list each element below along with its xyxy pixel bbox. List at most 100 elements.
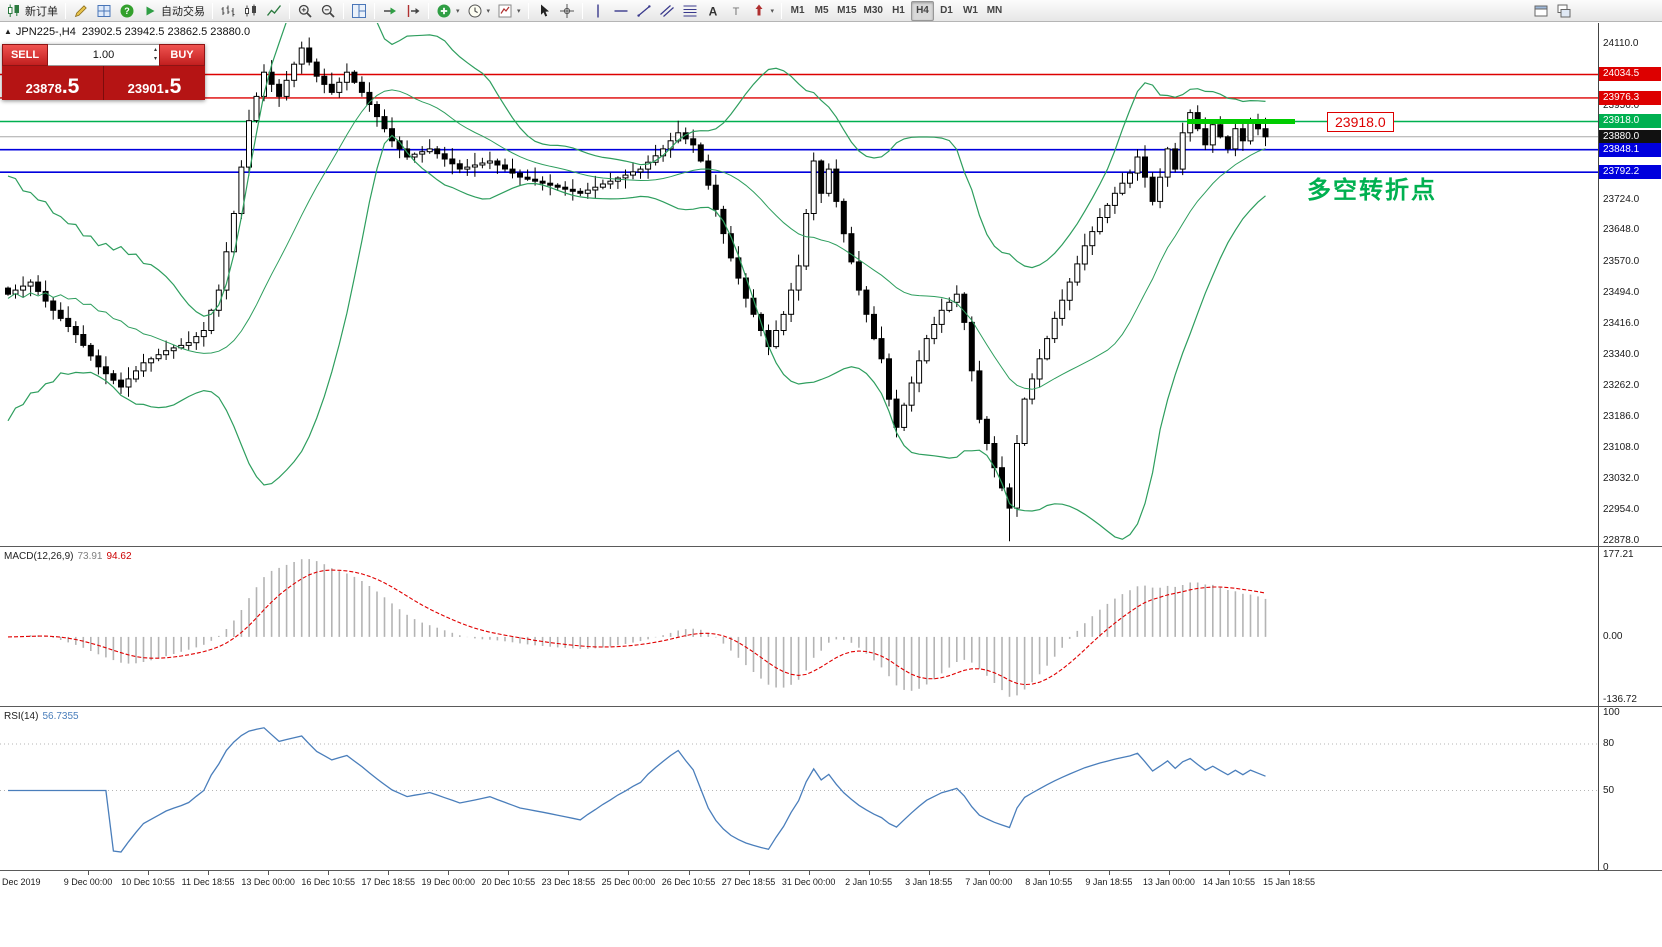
timeframe-m1-button[interactable]: M1 [790,5,805,16]
bar-chart-icon [221,5,235,16]
time-axis-tick [568,871,570,875]
new-order-button[interactable]: 新订单 [3,1,61,21]
timeframe-h4-button[interactable]: H4 [910,0,934,21]
time-axis-label: 16 Dec 10:55 [301,877,355,887]
time-axis-label: 11 Dec 18:55 [181,877,235,887]
time-axis-label: 15 Jan 18:55 [1262,877,1316,887]
svg-text:A: A [708,4,717,18]
trendline-button[interactable] [633,1,655,21]
time-axis-label: 17 Dec 18:55 [361,877,416,887]
fibonacci-button[interactable] [679,1,701,21]
time-axis-tick [808,871,810,875]
price-axis-tick: 23416.0 [1603,318,1640,330]
time-axis-label: 9 Jan 18:55 [1085,877,1133,887]
text-button[interactable]: A [702,1,724,21]
timeframe-m5-button[interactable]: M5 [814,5,829,16]
time-axis-label: 13 Dec 00:00 [241,877,295,887]
volume-field[interactable]: 1.00 ▴ ▾ [48,44,159,66]
timeframe-d1-button[interactable]: D1 [940,5,953,16]
spinner-down-icon[interactable]: ▾ [153,56,157,62]
tile-windows-button[interactable] [348,1,370,21]
zoom-in-button[interactable] [294,1,316,21]
fibonacci-icon [683,5,697,16]
price-axis-tick: 23724.0 [1603,193,1640,205]
line-chart-button[interactable] [263,1,285,21]
price-axis-tick: 24110.0 [1603,37,1639,49]
price-axis-tick: 23494.0 [1603,286,1640,298]
horizontal-line-button[interactable] [610,1,632,21]
time-axis-label: 23 Dec 18:55 [541,877,596,887]
market-watch-button[interactable] [93,1,115,21]
price-axis-border [1598,23,1599,871]
time-axis[interactable]: Dec 2019 9 Dec 00:00 10 Dec 10:55 11 Dec 18… [0,871,1598,947]
text-label-button[interactable]: T [725,1,747,21]
trendline-icon [636,4,651,17]
price-chart-pane[interactable] [0,23,1598,546]
price-axis-tick: 23186.0 [1603,410,1640,422]
zoom-out-button[interactable] [317,1,339,21]
bar-chart-button[interactable] [217,1,239,21]
sell-price-pips: .5 [61,75,80,98]
crosshair-button[interactable] [556,1,578,21]
sell-price[interactable]: 23878.5 [2,66,104,100]
periods-icon [468,4,482,17]
window-layout-button[interactable] [1553,1,1575,21]
pane-splitter[interactable] [0,546,1662,547]
cursor-button[interactable] [533,1,555,21]
autotrading-button[interactable]: 自动交易 [139,1,208,21]
buy-price[interactable]: 23901.5 [104,66,205,100]
indicators-button[interactable]: ▾ [433,1,463,21]
autotrading-icon [146,6,155,15]
toolbar-right-group [1530,1,1575,21]
spinner-up-icon[interactable]: ▴ [153,47,157,53]
rsi-title: RSI(14) [4,711,39,722]
time-axis-tick [508,871,510,875]
pane-splitter[interactable] [0,706,1662,707]
periods-button[interactable]: ▾ [464,1,494,21]
time-axis-tick [688,871,690,875]
toolbar-separator [343,2,344,19]
rsi-axis-label: 50 [1603,784,1615,796]
sell-button[interactable]: SELL [2,44,48,66]
one-click-collapse-toggle[interactable]: ▲ [4,27,12,36]
arrows-button[interactable]: ▾ [748,1,778,21]
text-label-icon: T [732,6,739,18]
macd-title: MACD(12,26,9) [4,551,74,562]
channel-button[interactable] [656,1,678,21]
chart-shift-icon [407,4,420,17]
volume-spinner[interactable]: ▴ ▾ [154,46,157,64]
buy-button[interactable]: BUY [159,44,205,66]
zoom-in-icon [298,4,312,18]
timeframe-h1-button[interactable]: H1 [892,5,905,16]
time-axis-tick [148,871,150,875]
auto-scroll-button[interactable] [379,1,401,21]
time-axis-label: 10 Dec 10:55 [121,877,175,887]
timeframe-w1-button[interactable]: W1 [962,5,978,16]
vertical-line-button[interactable] [587,1,609,21]
new-chart-window-button[interactable] [1530,1,1552,21]
chart-annotation-text[interactable]: 多空转折点 [1307,177,1437,204]
rsi-axis-label: 80 [1603,738,1615,749]
symbol-ohlc: 23902.5 23942.5 23862.5 23880.0 [81,26,251,38]
autotrading-button-label: 自动交易 [161,5,205,18]
timeframe-mn-button[interactable]: MN [986,5,1003,16]
channel-icon [659,4,674,17]
svg-text:T: T [732,6,739,18]
price-axis-badge: 23848.1 [1599,142,1661,157]
rsi-pane[interactable] [0,707,1598,870]
time-axis-label: Dec 2019 [2,877,41,887]
macd-pane[interactable] [0,547,1598,706]
timeframe-m30-button[interactable]: M30 [863,5,883,16]
time-axis-label: 7 Jan 00:00 [965,877,1013,887]
timeframe-m15-button[interactable]: M15 [837,5,857,16]
metaeditor-button[interactable] [70,1,92,21]
dropdown-arrow-icon: ▾ [770,7,775,15]
candlestick-chart-button[interactable] [240,1,262,21]
templates-button[interactable]: ▾ [494,1,524,21]
price-axis-tick: 23648.0 [1603,224,1640,236]
help-button[interactable]: ? [116,1,138,21]
price-level-tag[interactable]: 23918.0 [1327,112,1394,132]
window-layout-icon [1557,4,1571,17]
arrows-icon [755,4,763,15]
chart-shift-button[interactable] [402,1,424,21]
